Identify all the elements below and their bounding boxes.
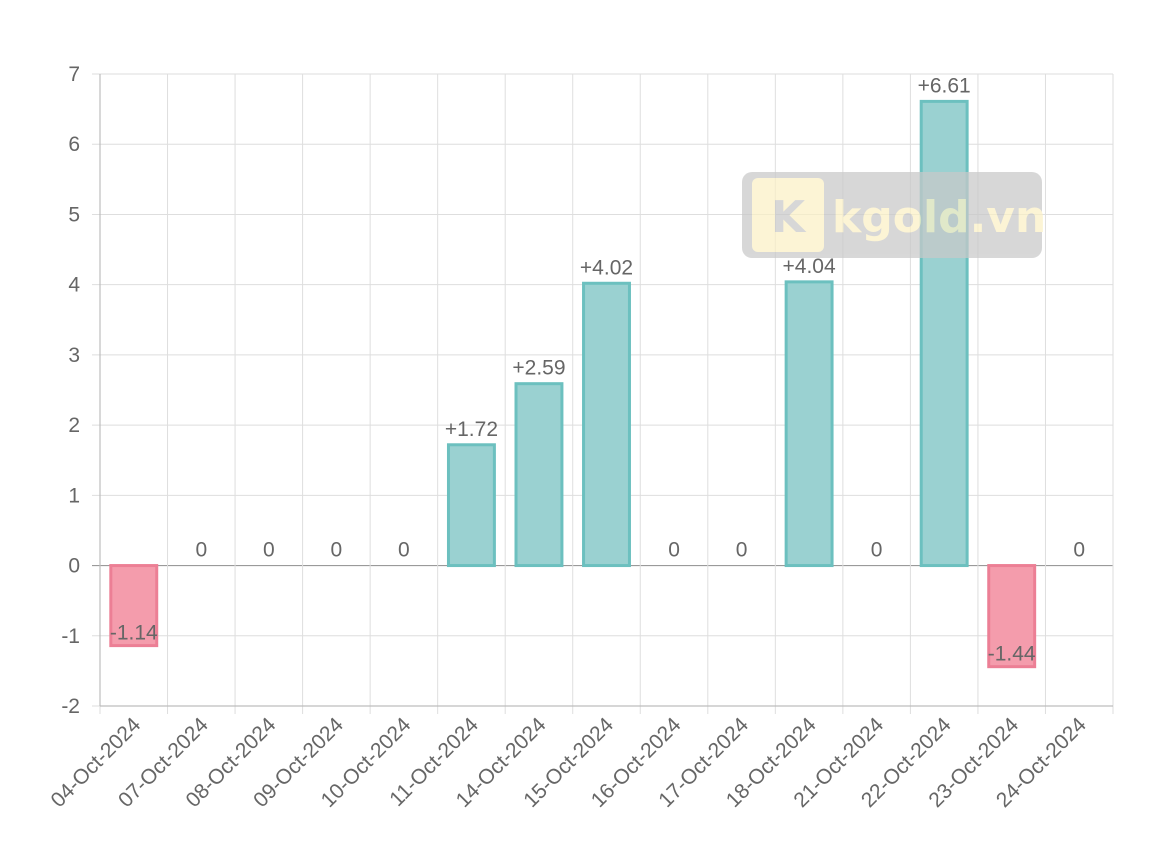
y-tick-label: 3 xyxy=(68,344,80,367)
bar xyxy=(514,382,564,568)
data-label: 0 xyxy=(398,539,410,562)
watermark-logo-letter: K xyxy=(771,192,807,243)
y-tick-label: -2 xyxy=(61,695,80,718)
data-label: +1.72 xyxy=(445,418,498,441)
y-tick-label: 7 xyxy=(68,63,80,86)
data-label: 0 xyxy=(195,539,207,562)
y-tick-label: 4 xyxy=(68,274,80,297)
data-label: 0 xyxy=(263,539,275,562)
bar xyxy=(582,281,631,568)
bars xyxy=(109,99,1037,669)
data-label: 0 xyxy=(331,539,343,562)
bar xyxy=(446,443,496,568)
watermark: K kgold.vn xyxy=(742,172,1046,258)
data-label: 0 xyxy=(871,539,883,562)
axes xyxy=(99,74,1113,707)
watermark-text: kgold.vn xyxy=(832,192,1046,243)
bar xyxy=(987,564,1037,669)
bar xyxy=(109,564,159,648)
data-label: +4.02 xyxy=(580,256,633,279)
watermark-logo-box xyxy=(752,178,824,252)
data-label: +4.04 xyxy=(783,255,836,278)
data-label: 0 xyxy=(668,539,680,562)
y-tick-label: 2 xyxy=(68,414,80,437)
y-tick-label: 6 xyxy=(68,133,80,156)
data-labels: -1.14 0 0 0 0 +1.72 +2.59 +4.02 0 0 +4.04 0 +6.61 -1.… xyxy=(110,74,1085,665)
bar xyxy=(919,99,969,568)
data-label: -1.14 xyxy=(110,622,158,645)
data-label: +6.61 xyxy=(918,74,971,97)
grid xyxy=(92,73,1114,714)
y-tick-label: 5 xyxy=(68,203,80,226)
data-label: +2.59 xyxy=(512,357,565,380)
data-label: 0 xyxy=(1073,539,1085,562)
y-tick-label: 1 xyxy=(68,484,80,507)
data-label: -1.44 xyxy=(988,643,1036,666)
y-tick-label: -1 xyxy=(61,625,80,648)
bar xyxy=(784,280,834,568)
y-tick-label: 0 xyxy=(68,555,80,578)
data-label: 0 xyxy=(736,539,748,562)
